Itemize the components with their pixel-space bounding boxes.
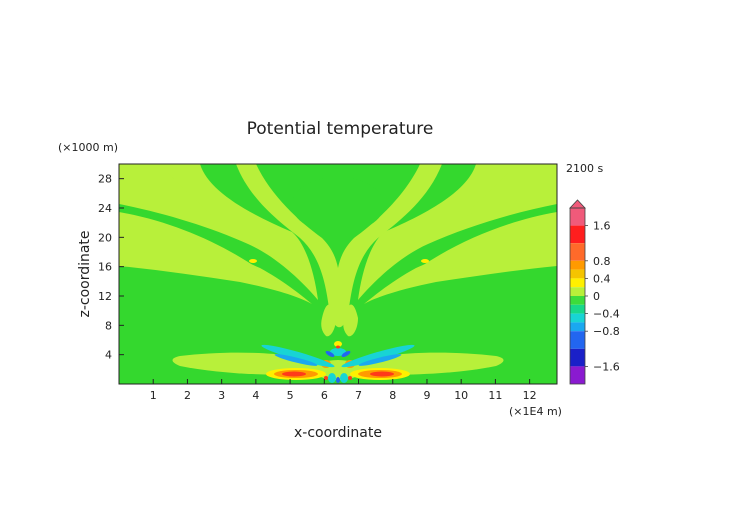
band-region bbox=[249, 259, 257, 263]
colorbar-swatch bbox=[570, 260, 585, 270]
chart-title: Potential temperature bbox=[247, 119, 434, 139]
colorbar-swatch bbox=[570, 322, 585, 332]
x-tick-label: 9 bbox=[423, 389, 430, 402]
colorbar-swatch bbox=[570, 287, 585, 296]
colorbar: 1.6 0.8 0.4 0 −0.4 −0.8 −1.6 bbox=[569, 199, 620, 385]
colorbar-swatch bbox=[570, 313, 585, 323]
x-axis-title: x-coordinate bbox=[294, 425, 382, 441]
colorbar-label: −0.8 bbox=[593, 325, 620, 338]
x-tick-label: 3 bbox=[218, 389, 225, 402]
y-tick-label: 28 bbox=[98, 173, 112, 186]
band-region bbox=[421, 259, 429, 263]
band-region bbox=[343, 304, 358, 337]
perturbation-blob bbox=[341, 344, 415, 368]
perturbation-blob bbox=[340, 373, 348, 383]
colorbar-swatch bbox=[570, 304, 585, 314]
colorbar-label: −1.6 bbox=[593, 360, 620, 373]
x-tick-label: 8 bbox=[389, 389, 396, 402]
colorbar-swatch bbox=[570, 208, 585, 226]
y-unit-label: (×1000 m) bbox=[58, 141, 118, 154]
plot-area bbox=[119, 164, 557, 384]
colorbar-label: 1.6 bbox=[593, 220, 611, 233]
colorbar-swatch bbox=[570, 269, 585, 279]
band-region bbox=[236, 164, 442, 328]
perturbation-blob bbox=[348, 376, 352, 380]
colorbar-label: 0.8 bbox=[593, 255, 611, 268]
x-tick-label: 5 bbox=[287, 389, 294, 402]
x-tick-label: 6 bbox=[321, 389, 328, 402]
y-axis: 4 8 12 16 20 24 28 bbox=[98, 173, 124, 362]
x-tick-label: 7 bbox=[355, 389, 362, 402]
x-axis: 1 2 3 4 5 6 7 8 9 10 11 12 bbox=[150, 379, 537, 402]
y-tick-label: 16 bbox=[98, 261, 112, 274]
x-tick-label: 4 bbox=[252, 389, 259, 402]
perturbation-blob bbox=[325, 350, 335, 358]
perturbation-blob bbox=[282, 371, 306, 377]
perturbation-blob bbox=[330, 348, 346, 356]
x-tick-label: 10 bbox=[454, 389, 468, 402]
y-tick-label: 12 bbox=[98, 290, 112, 303]
perturbation-blob bbox=[370, 371, 394, 377]
colorbar-swatch bbox=[570, 243, 585, 261]
x-tick-label: 11 bbox=[488, 389, 502, 402]
perturbation-blob bbox=[261, 344, 335, 368]
colorbar-label: −0.4 bbox=[593, 308, 620, 321]
perturbation-blob bbox=[334, 341, 342, 347]
y-axis-title: z-coordinate bbox=[77, 230, 93, 317]
perturbation-blob bbox=[336, 377, 340, 383]
y-tick-label: 4 bbox=[105, 349, 112, 362]
band-region bbox=[119, 164, 214, 218]
perturbation-blob bbox=[341, 350, 351, 358]
band-region bbox=[462, 164, 557, 218]
x-tick-label: 2 bbox=[184, 389, 191, 402]
band-region bbox=[371, 212, 557, 300]
x-tick-label: 12 bbox=[523, 389, 537, 402]
y-tick-label: 8 bbox=[105, 319, 112, 332]
colorbar-label: 0 bbox=[593, 290, 600, 303]
y-tick-label: 24 bbox=[98, 202, 112, 215]
perturbation-blob bbox=[358, 354, 402, 366]
band-region bbox=[119, 212, 305, 300]
x-tick-label: 1 bbox=[150, 389, 157, 402]
colorbar-label: 0.4 bbox=[593, 272, 611, 285]
colorbar-swatch bbox=[570, 225, 585, 244]
colorbar-extend-arrow bbox=[569, 199, 586, 209]
colorbar-swatch bbox=[570, 348, 585, 367]
perturbation-core bbox=[261, 341, 415, 383]
x-unit-label: (×1E4 m) bbox=[509, 405, 562, 418]
colorbar-swatch bbox=[570, 278, 585, 288]
perturbation-blob bbox=[328, 373, 336, 383]
band-region bbox=[292, 177, 384, 233]
colorbar-swatch bbox=[570, 296, 585, 305]
perturbation-blob bbox=[324, 376, 328, 380]
plot-frame bbox=[118, 163, 558, 385]
colorbar-swatch bbox=[570, 331, 585, 349]
y-tick-label: 20 bbox=[98, 231, 112, 244]
perturbation-blob bbox=[274, 354, 318, 366]
band-region bbox=[321, 304, 336, 337]
time-label: 2100 s bbox=[566, 162, 603, 175]
colorbar-swatch bbox=[570, 366, 585, 384]
perturbation-blob bbox=[336, 345, 340, 349]
